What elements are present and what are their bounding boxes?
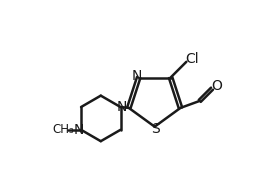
Text: N: N <box>117 100 128 114</box>
Text: N: N <box>74 123 84 137</box>
Text: S: S <box>151 122 160 136</box>
Text: CH₃: CH₃ <box>53 123 75 136</box>
Text: N: N <box>132 69 142 83</box>
Text: Cl: Cl <box>186 52 199 66</box>
Text: O: O <box>211 79 222 93</box>
